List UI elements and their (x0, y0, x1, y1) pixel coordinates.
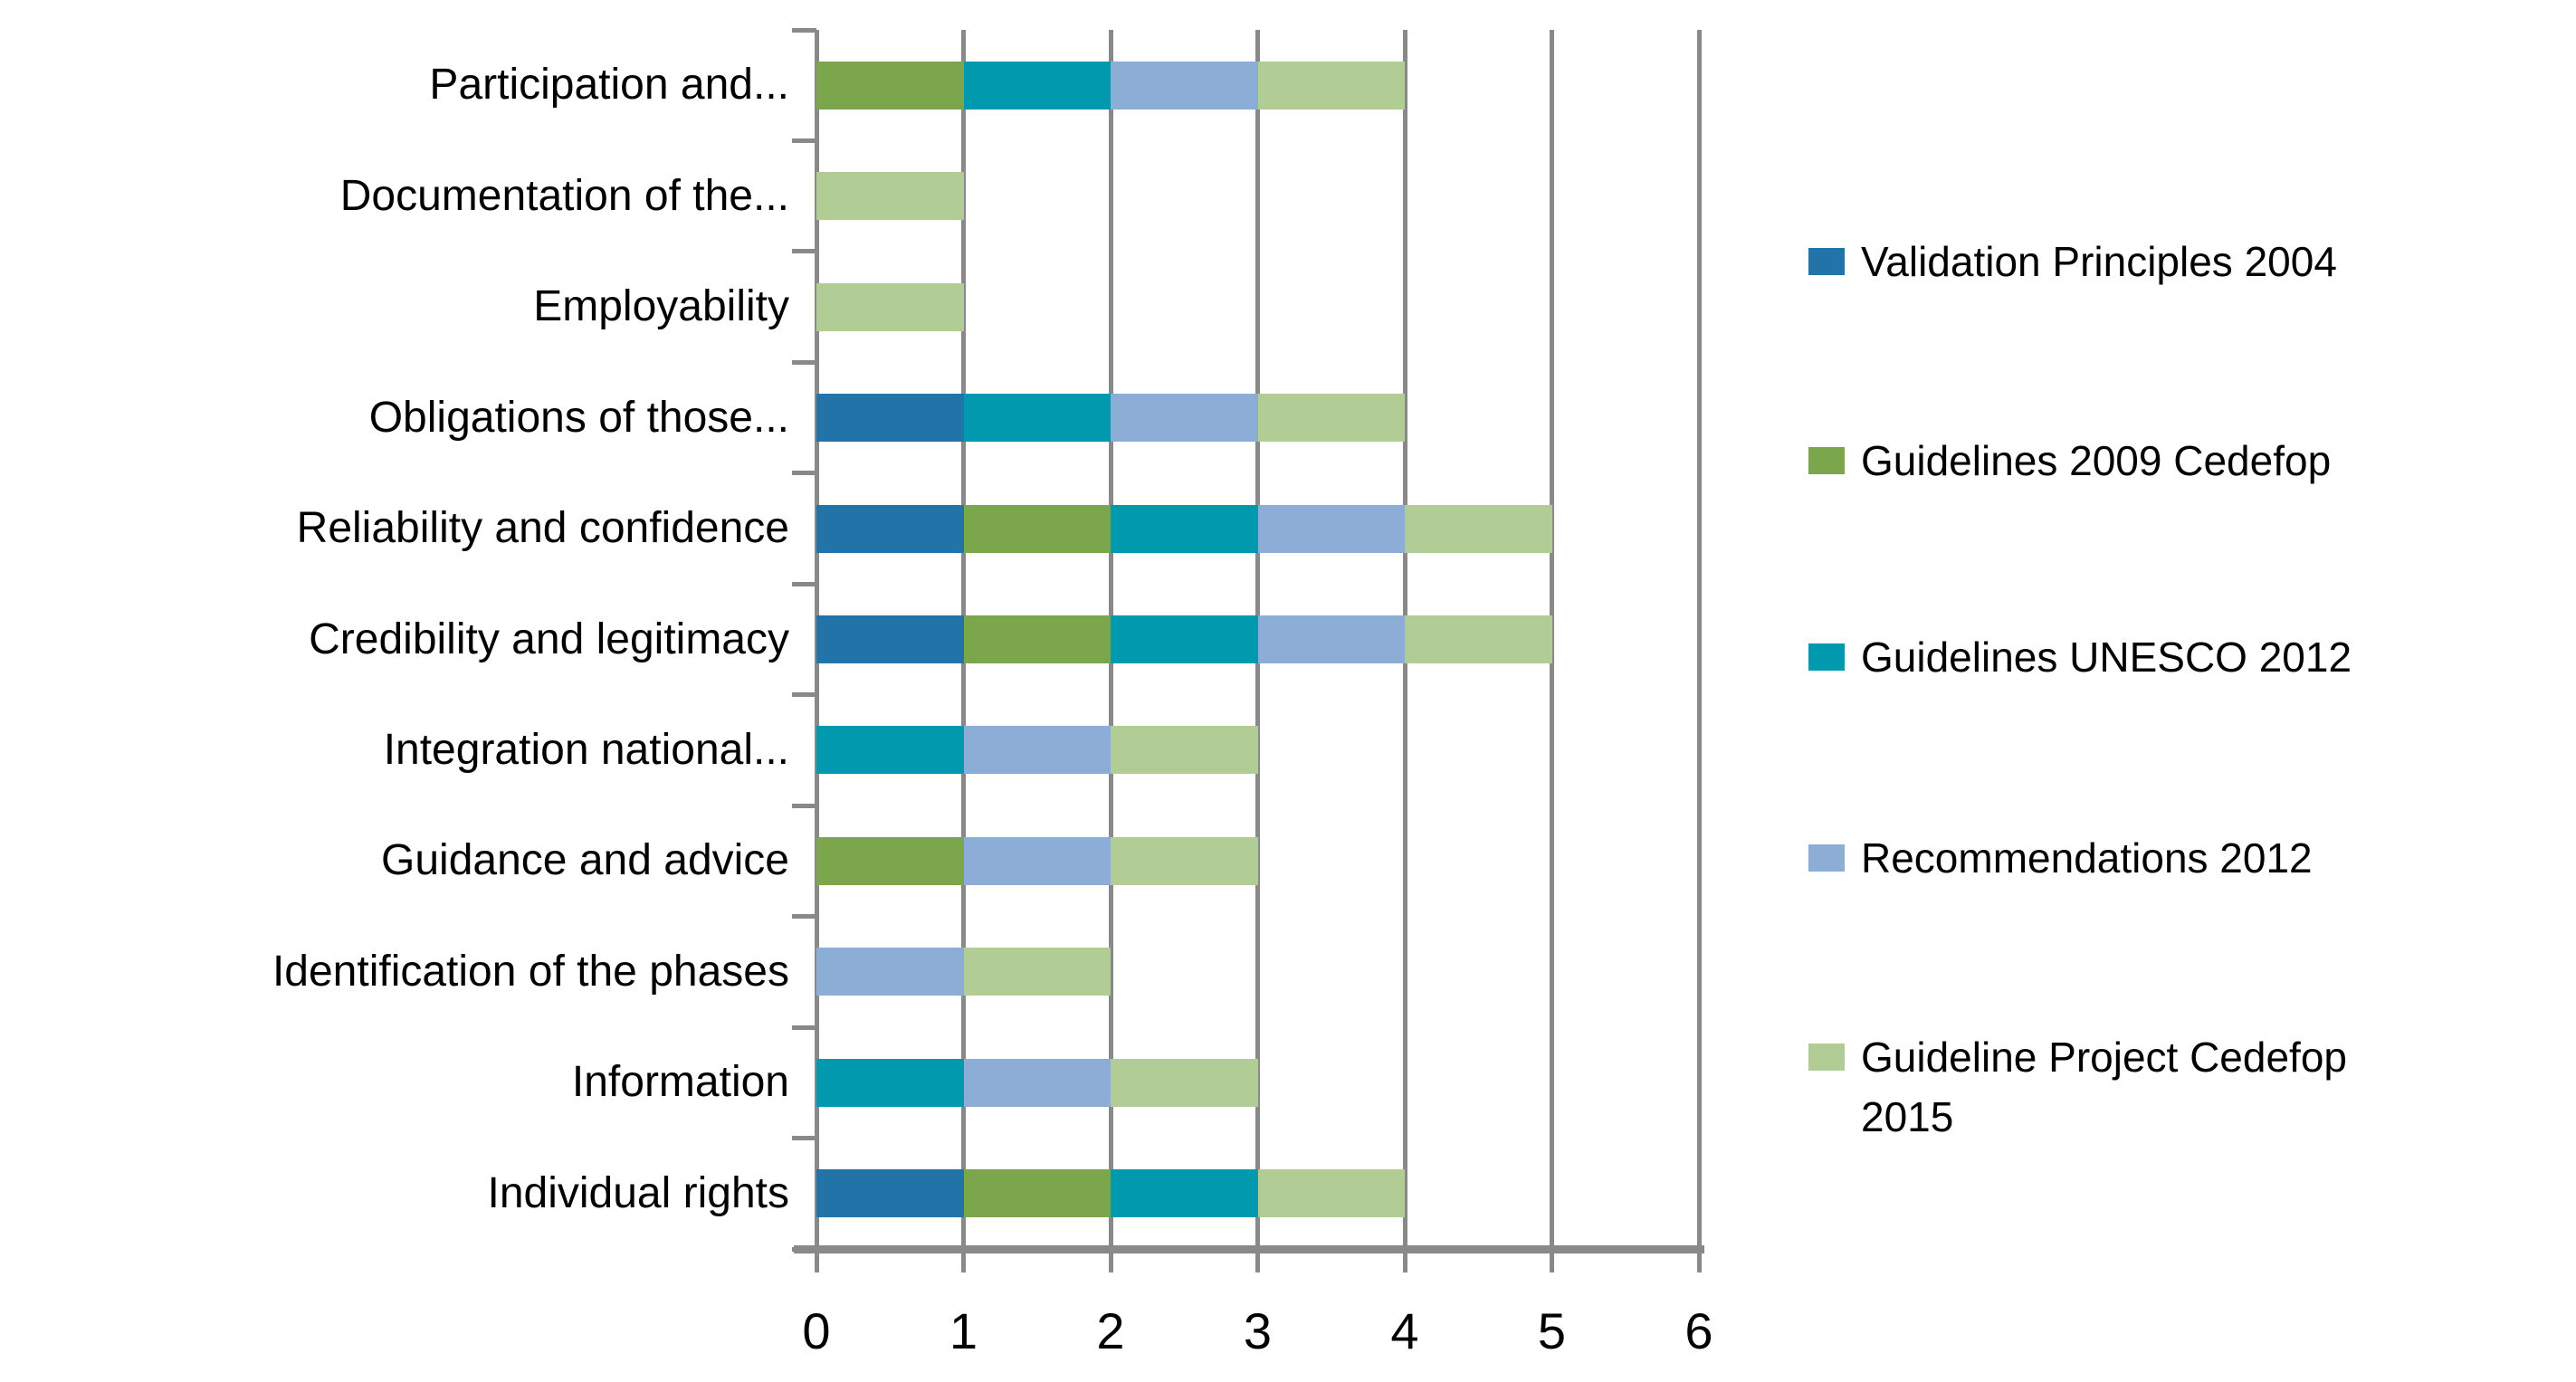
x-axis-tick (1108, 1249, 1113, 1272)
bar-segment-recommendations-2012 (1111, 394, 1258, 443)
bar-segment-validation-principles-2004 (816, 1169, 964, 1218)
y-axis-tick (792, 692, 816, 698)
legend-swatch (1808, 1044, 1845, 1071)
bar-segment-guideline-project-cedefop-2015 (1257, 61, 1405, 110)
bar-segment-guidelines-unesco-2012 (816, 726, 964, 775)
x-axis-tick (1402, 1249, 1407, 1272)
x-tick-label: 2 (1096, 1302, 1125, 1359)
x-axis-tick (1696, 1249, 1702, 1272)
gridline (1696, 30, 1702, 1249)
y-axis-tick (792, 27, 816, 33)
category-label: Reliability and confidence (296, 504, 789, 553)
y-axis-tick (792, 359, 816, 365)
bar-segment-recommendations-2012 (963, 1058, 1111, 1107)
legend-label: Validation Principles 2004 (1861, 238, 2337, 285)
bar-segment-guideline-project-cedefop-2015 (1111, 726, 1258, 775)
category-label: Guidance and advice (381, 836, 789, 885)
y-axis-tick (792, 138, 816, 143)
bar-segment-guideline-project-cedefop-2015 (1257, 394, 1405, 443)
bar-segment-guideline-project-cedefop-2015 (816, 172, 964, 221)
x-axis-tick (961, 1249, 966, 1272)
bar-segment-guidelines-unesco-2012 (1111, 504, 1258, 553)
bar-segment-guidelines-2009-cedefop (963, 1169, 1111, 1218)
bar-segment-guideline-project-cedefop-2015 (1111, 1058, 1258, 1107)
legend-label: Guidelines 2009 Cedefop (1861, 437, 2332, 484)
y-axis-tick (792, 1136, 816, 1141)
bar-segment-guideline-project-cedefop-2015 (816, 282, 964, 331)
bar-segment-validation-principles-2004 (816, 504, 964, 553)
bar-segment-recommendations-2012 (1257, 615, 1405, 663)
y-axis-tick (792, 249, 816, 254)
bar-segment-guidelines-2009-cedefop (963, 615, 1111, 663)
legend-label: Guideline Project Cedefop 2015 (1861, 1034, 2347, 1140)
x-tick-label: 1 (949, 1302, 978, 1359)
category-label: Identification of the phases (272, 947, 789, 996)
gridline (1550, 30, 1554, 1249)
x-axis-line (794, 1245, 1704, 1253)
bar-segment-recommendations-2012 (963, 726, 1111, 775)
bar-segment-guidelines-unesco-2012 (1111, 1169, 1258, 1218)
bar-segment-guidelines-2009-cedefop (816, 61, 964, 110)
category-label: Integration national... (383, 725, 789, 774)
legend-label: Recommendations 2012 (1861, 834, 2313, 882)
y-axis-tick (792, 914, 816, 920)
bar-segment-validation-principles-2004 (816, 615, 964, 663)
x-tick-label: 3 (1243, 1302, 1273, 1359)
bar-segment-guidelines-2009-cedefop (963, 504, 1111, 553)
x-axis-tick (1255, 1249, 1260, 1272)
legend-swatch (1808, 643, 1845, 671)
bar-segment-recommendations-2012 (816, 948, 964, 996)
bar-segment-guidelines-unesco-2012 (963, 394, 1111, 443)
bar-segment-guideline-project-cedefop-2015 (963, 948, 1111, 996)
category-label: Obligations of those... (368, 393, 789, 442)
bar-segment-recommendations-2012 (1111, 61, 1258, 110)
bar-segment-validation-principles-2004 (816, 394, 964, 443)
category-label: Participation and... (429, 61, 789, 110)
legend-swatch (1808, 844, 1845, 872)
y-axis-tick (792, 471, 816, 476)
bar-segment-guidelines-2009-cedefop (816, 836, 964, 885)
category-label: Documentation of the... (339, 171, 789, 220)
bar-segment-guidelines-unesco-2012 (816, 1058, 964, 1107)
y-axis-tick (792, 581, 816, 586)
bar-segment-guideline-project-cedefop-2015 (1405, 615, 1552, 663)
bar-segment-recommendations-2012 (963, 836, 1111, 885)
category-label: Employability (533, 282, 789, 331)
bar-segment-guidelines-unesco-2012 (963, 61, 1111, 110)
y-axis-tick (792, 803, 816, 808)
x-tick-label: 5 (1537, 1302, 1567, 1359)
category-label: Information (571, 1058, 789, 1107)
legend-swatch (1808, 248, 1845, 275)
x-axis-tick (1550, 1249, 1554, 1272)
bar-segment-guideline-project-cedefop-2015 (1257, 1169, 1405, 1218)
category-label: Credibility and legitimacy (309, 615, 789, 663)
y-axis-tick (792, 1025, 816, 1030)
bar-segment-guideline-project-cedefop-2015 (1111, 836, 1258, 885)
legend-label: Guidelines UNESCO 2012 (1861, 634, 2352, 681)
x-axis-tick (814, 1249, 819, 1272)
category-label: Individual rights (487, 1168, 789, 1217)
x-tick-label: 6 (1684, 1302, 1713, 1359)
x-tick-label: 0 (802, 1302, 831, 1359)
bar-segment-guidelines-unesco-2012 (1111, 615, 1258, 663)
bar-segment-recommendations-2012 (1257, 504, 1405, 553)
bar-segment-guideline-project-cedefop-2015 (1405, 504, 1552, 553)
legend-swatch (1808, 447, 1845, 474)
x-tick-label: 4 (1390, 1302, 1419, 1359)
